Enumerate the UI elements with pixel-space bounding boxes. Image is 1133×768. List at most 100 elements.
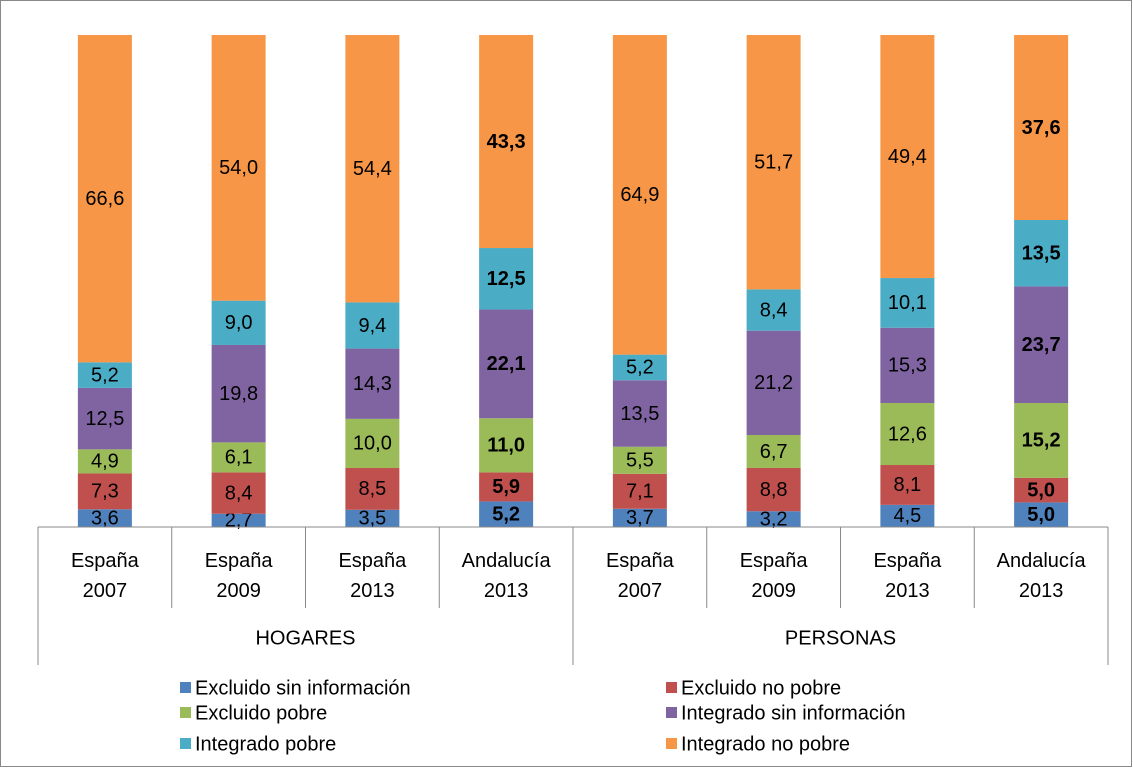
bar-segment xyxy=(1014,403,1069,478)
bar-segment xyxy=(77,509,132,527)
bar-segment xyxy=(211,344,266,443)
legend-swatch xyxy=(180,738,191,749)
legend-swatch xyxy=(666,738,677,749)
value-label: 3,2 xyxy=(760,508,788,530)
legend-swatch xyxy=(666,707,677,718)
bar-segment xyxy=(880,465,935,505)
value-label: 8,5 xyxy=(358,478,386,500)
bar-segment xyxy=(612,35,667,355)
legend-label: Excluido no pobre xyxy=(681,677,841,699)
x-tick-label-line: España xyxy=(205,550,274,572)
value-label: 10,1 xyxy=(888,292,927,314)
legend-swatch xyxy=(180,682,191,693)
value-label: 49,4 xyxy=(888,146,927,168)
x-tick-label-line: 2009 xyxy=(216,580,261,602)
bar-segment xyxy=(479,501,534,527)
bar-segment xyxy=(1014,286,1069,404)
value-label: 10,0 xyxy=(353,433,392,455)
bar-segment xyxy=(1014,219,1069,287)
bar-segment xyxy=(77,387,132,450)
value-label: 13,5 xyxy=(620,403,659,425)
value-label: 54,0 xyxy=(219,157,258,179)
value-label: 3,7 xyxy=(626,507,654,529)
bar-segment xyxy=(77,35,132,363)
value-label: 21,2 xyxy=(754,372,793,394)
value-label: 8,8 xyxy=(760,479,788,501)
bar-segment xyxy=(746,330,801,435)
bar-segment xyxy=(479,35,534,249)
bar-segment xyxy=(479,418,534,473)
value-label: 43,3 xyxy=(487,131,526,153)
value-label: 23,7 xyxy=(1022,334,1061,356)
group-label: PERSONAS xyxy=(785,627,896,649)
value-label: 5,2 xyxy=(91,364,119,386)
bar-segment xyxy=(880,504,935,527)
value-label: 3,5 xyxy=(358,508,386,530)
x-tick-label: España 2009 xyxy=(205,550,274,602)
bar-segment xyxy=(880,35,935,279)
bar-segment xyxy=(345,348,400,419)
x-tick-label: España 2013 xyxy=(338,550,407,602)
value-label: 12,5 xyxy=(487,268,526,290)
x-tick-label-line: 2013 xyxy=(1019,580,1064,602)
value-label: 12,6 xyxy=(888,423,927,445)
bar-segment xyxy=(746,467,801,512)
bar-segment xyxy=(746,35,801,290)
value-label: 8,4 xyxy=(225,482,253,504)
value-label: 5,0 xyxy=(1027,504,1055,526)
bar-segment xyxy=(880,278,935,328)
value-label: 13,5 xyxy=(1022,242,1061,264)
x-tick-label-line: 2009 xyxy=(751,580,796,602)
bar-segment xyxy=(746,434,801,468)
x-tick-label-line: España xyxy=(71,550,140,572)
value-label: 9,0 xyxy=(225,312,253,334)
value-label: 64,9 xyxy=(620,184,659,206)
bar-segment xyxy=(479,472,534,502)
bar-segment xyxy=(612,473,667,509)
x-tick-label-line: 2013 xyxy=(350,580,395,602)
x-tick-label-line: Andalucía xyxy=(462,550,552,572)
value-label: 11,0 xyxy=(487,435,525,457)
bar-segment xyxy=(211,513,266,527)
legend-swatch xyxy=(180,707,191,718)
value-label: 6,1 xyxy=(225,447,253,469)
value-label: 5,2 xyxy=(492,503,520,525)
value-label: 5,2 xyxy=(626,357,654,379)
bar-segment xyxy=(345,302,400,349)
x-tick-label: España 2013 xyxy=(873,550,942,602)
value-label: 9,4 xyxy=(358,315,386,337)
legend-label: Excluido sin información xyxy=(195,677,411,699)
x-tick-label: Andalucía 2013 xyxy=(462,550,552,602)
value-label: 3,6 xyxy=(91,507,119,529)
x-tick-label-line: 2013 xyxy=(484,580,529,602)
bar-segment xyxy=(77,449,132,474)
bar-segment xyxy=(746,289,801,331)
value-label: 5,5 xyxy=(626,450,654,472)
x-tick-label-line: España xyxy=(606,550,675,572)
bar-segment xyxy=(612,354,667,381)
x-tick-label-line: 2007 xyxy=(618,580,663,602)
bar-segment xyxy=(211,472,266,514)
bar-segment xyxy=(77,473,132,510)
value-label: 7,3 xyxy=(91,481,119,503)
bar-segment xyxy=(612,380,667,447)
bar-segment xyxy=(880,403,935,466)
legend-label: Integrado sin información xyxy=(681,702,906,724)
bar-segment xyxy=(746,511,801,527)
bar-segment xyxy=(1014,502,1069,527)
bar-segment xyxy=(345,418,400,469)
value-label: 15,2 xyxy=(1022,430,1061,452)
legend-label: Integrado pobre xyxy=(195,733,336,755)
value-label: 4,5 xyxy=(893,505,921,527)
bar-segment xyxy=(612,446,667,474)
value-label: 7,1 xyxy=(626,481,654,503)
value-label: 8,4 xyxy=(760,299,788,321)
bar-segment xyxy=(880,327,935,404)
x-tick-label-line: 2013 xyxy=(885,580,930,602)
value-label: 37,6 xyxy=(1022,117,1061,139)
bar-segment xyxy=(77,362,132,388)
value-label: 6,7 xyxy=(760,441,788,463)
value-label: 12,5 xyxy=(85,408,124,430)
bar-segment xyxy=(211,300,266,345)
